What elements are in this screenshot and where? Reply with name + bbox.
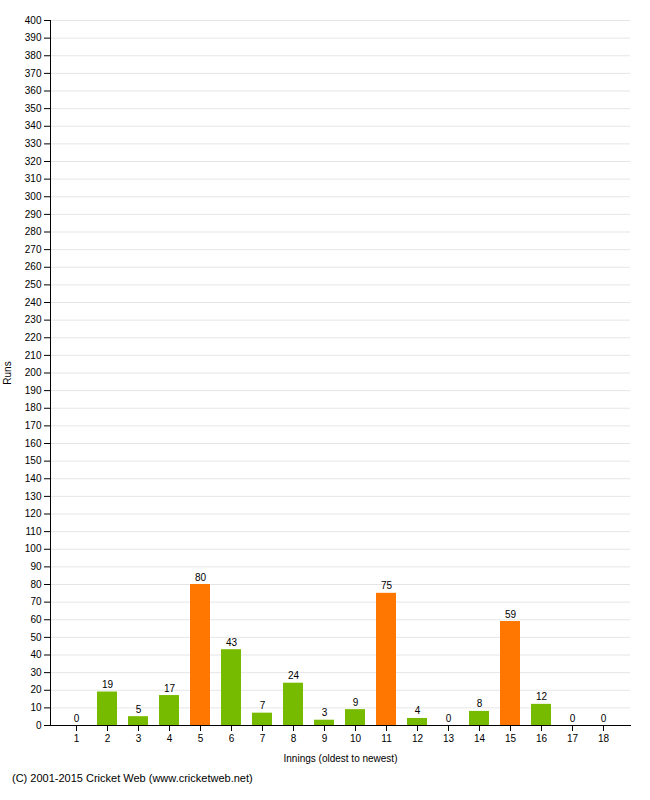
- svg-text:270: 270: [25, 244, 42, 255]
- svg-text:10: 10: [350, 733, 362, 744]
- svg-text:80: 80: [195, 572, 207, 583]
- svg-text:310: 310: [25, 173, 42, 184]
- svg-text:16: 16: [536, 733, 548, 744]
- svg-text:400: 400: [25, 15, 42, 26]
- svg-text:8: 8: [477, 698, 483, 709]
- svg-text:13: 13: [443, 733, 455, 744]
- svg-text:50: 50: [30, 632, 42, 643]
- svg-text:12: 12: [412, 733, 424, 744]
- svg-text:2: 2: [105, 733, 111, 744]
- svg-text:17: 17: [164, 683, 176, 694]
- svg-text:200: 200: [25, 367, 42, 378]
- svg-text:19: 19: [102, 679, 114, 690]
- svg-text:370: 370: [25, 68, 42, 79]
- svg-text:230: 230: [25, 314, 42, 325]
- svg-text:100: 100: [25, 543, 42, 554]
- svg-text:75: 75: [381, 580, 393, 591]
- svg-text:160: 160: [25, 438, 42, 449]
- svg-text:280: 280: [25, 226, 42, 237]
- svg-text:240: 240: [25, 297, 42, 308]
- svg-text:3: 3: [136, 733, 142, 744]
- svg-text:0: 0: [570, 713, 576, 724]
- svg-text:130: 130: [25, 491, 42, 502]
- svg-text:14: 14: [474, 733, 486, 744]
- svg-text:17: 17: [567, 733, 579, 744]
- svg-text:320: 320: [25, 156, 42, 167]
- svg-text:7: 7: [260, 700, 266, 711]
- svg-text:150: 150: [25, 455, 42, 466]
- svg-text:220: 220: [25, 332, 42, 343]
- svg-text:170: 170: [25, 420, 42, 431]
- svg-text:11: 11: [381, 733, 392, 744]
- svg-text:8: 8: [291, 733, 297, 744]
- svg-text:290: 290: [25, 209, 42, 220]
- svg-text:70: 70: [30, 596, 42, 607]
- svg-text:190: 190: [25, 385, 42, 396]
- svg-text:9: 9: [322, 733, 328, 744]
- svg-text:Innings (oldest to newest): Innings (oldest to newest): [284, 753, 398, 764]
- svg-text:350: 350: [25, 103, 42, 114]
- svg-text:1: 1: [74, 733, 80, 744]
- svg-text:360: 360: [25, 85, 42, 96]
- svg-text:Runs: Runs: [2, 361, 13, 384]
- svg-text:20: 20: [30, 684, 42, 695]
- svg-text:0: 0: [446, 713, 452, 724]
- svg-text:300: 300: [25, 191, 42, 202]
- svg-text:43: 43: [226, 637, 238, 648]
- svg-text:380: 380: [25, 50, 42, 61]
- svg-text:110: 110: [26, 526, 42, 537]
- svg-text:3: 3: [322, 707, 328, 718]
- svg-text:120: 120: [25, 508, 42, 519]
- svg-text:4: 4: [415, 705, 421, 716]
- svg-text:5: 5: [136, 704, 142, 715]
- svg-text:30: 30: [30, 667, 42, 678]
- svg-text:330: 330: [25, 138, 42, 149]
- svg-text:180: 180: [25, 402, 42, 413]
- svg-text:0: 0: [74, 713, 80, 724]
- svg-text:140: 140: [25, 473, 42, 484]
- svg-text:210: 210: [25, 350, 42, 361]
- svg-text:6: 6: [229, 733, 235, 744]
- svg-text:80: 80: [30, 579, 42, 590]
- svg-text:390: 390: [25, 32, 42, 43]
- svg-text:340: 340: [25, 120, 42, 131]
- svg-text:9: 9: [353, 697, 359, 708]
- svg-text:18: 18: [598, 733, 610, 744]
- html-text:(C) 2001-2015 Cricket Web (www: (C) 2001-2015 Cricket Web (www.cricketwe…: [12, 772, 253, 784]
- svg-text:60: 60: [30, 614, 42, 625]
- svg-text:0: 0: [601, 713, 607, 724]
- svg-text:5: 5: [198, 733, 204, 744]
- svg-text:40: 40: [30, 649, 42, 660]
- svg-text:59: 59: [505, 609, 517, 620]
- svg-text:24: 24: [288, 670, 300, 681]
- svg-text:12: 12: [536, 691, 548, 702]
- svg-text:10: 10: [30, 702, 42, 713]
- svg-text:260: 260: [25, 261, 42, 272]
- svg-text:7: 7: [260, 733, 266, 744]
- svg-text:15: 15: [505, 733, 517, 744]
- svg-text:90: 90: [30, 561, 42, 572]
- svg-text:4: 4: [167, 733, 173, 744]
- svg-text:0: 0: [36, 720, 42, 731]
- svg-text:250: 250: [25, 279, 42, 290]
